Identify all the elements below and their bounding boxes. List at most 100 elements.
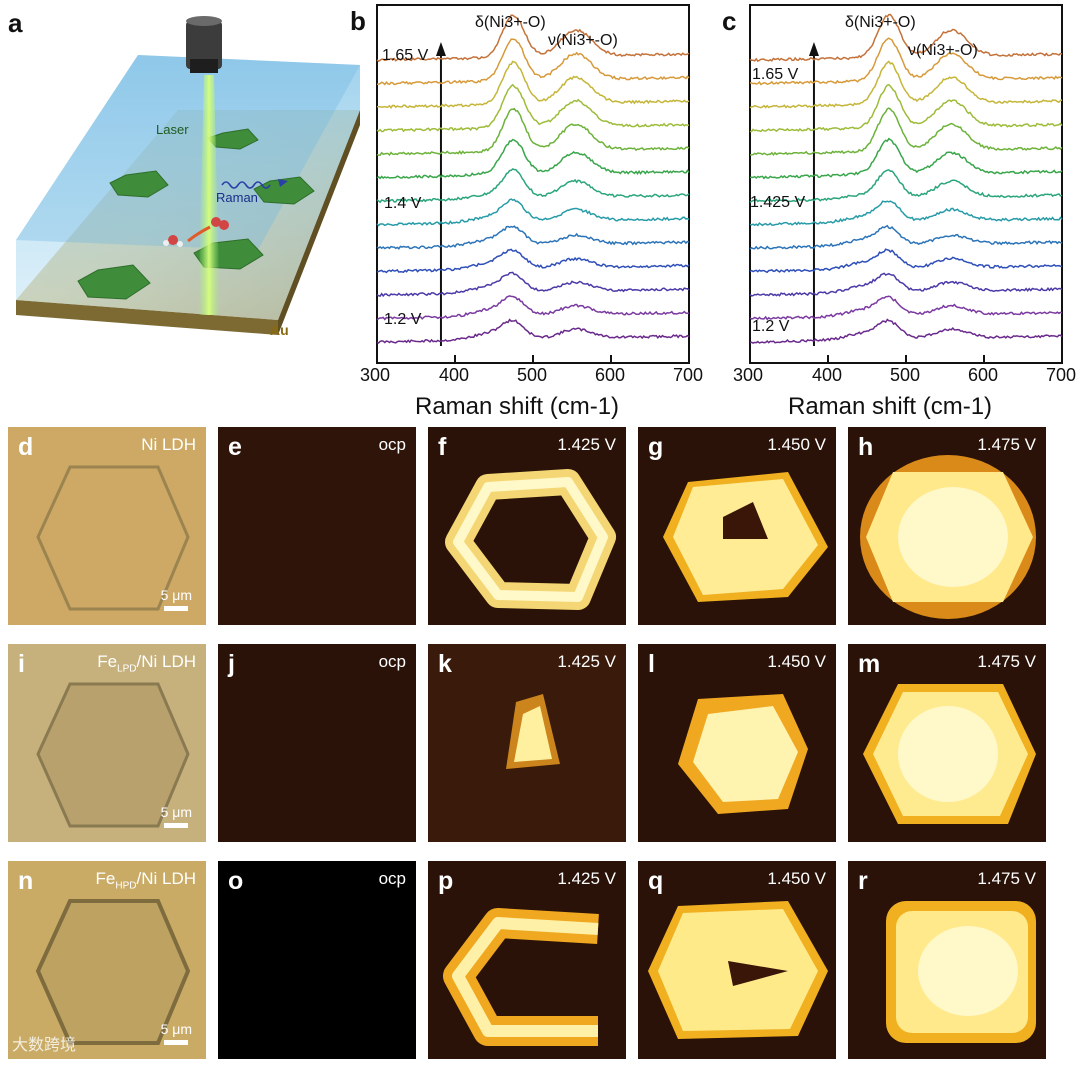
raman-map-q: q 1.450 V: [638, 861, 836, 1059]
panel-q-label: q: [648, 867, 664, 895]
panel-m-label: m: [858, 650, 881, 678]
sample-title-d: Ni LDH: [141, 435, 196, 454]
panel-f-label: f: [438, 433, 447, 461]
raman-map-e: e ocp: [218, 427, 416, 625]
potential-j: ocp: [378, 652, 406, 671]
peak1-text-b: δ(Ni3+-O): [475, 14, 546, 31]
scale-label-i: 5 μm: [160, 804, 192, 820]
spectrum-curve-4: [749, 248, 1063, 274]
spectrum-curve-6: [749, 200, 1063, 227]
tick-c-300: 300: [733, 365, 764, 385]
tick-b-600: 600: [595, 365, 626, 385]
spectrum-curve-9: [376, 107, 690, 157]
raman-map-f: f 1.425 V: [428, 427, 626, 625]
sample-title-n-sub: HPD: [115, 880, 137, 892]
panel-j-label: j: [228, 650, 235, 678]
voltage-top-b: 1.65 V: [382, 47, 429, 64]
panel-r-label: r: [858, 867, 868, 895]
potential-q: 1.450 V: [767, 869, 826, 888]
panel-e-label: e: [228, 433, 242, 461]
gold-substrate-edge: [16, 300, 278, 335]
spectrum-curve-9: [750, 107, 1063, 157]
panel-l-label: l: [648, 650, 655, 678]
spectrum-curve-5: [749, 224, 1063, 250]
spectrum-curve-3: [376, 271, 690, 298]
potential-h: 1.475 V: [977, 435, 1036, 454]
raman-map-g: g 1.450 V: [638, 427, 836, 625]
tick-c-400: 400: [812, 365, 843, 385]
voltage-mid-b: 1.4 V: [384, 195, 422, 212]
laser-label: Laser: [156, 122, 189, 137]
spectrum-curve-13: [749, 13, 1063, 63]
potential-arrowhead: [435, 42, 446, 56]
spectrum-curve-1: [376, 318, 690, 344]
electrolyte-water: [16, 55, 360, 320]
spectra-plot-b: [376, 4, 690, 364]
spectrum-curve-7: [749, 169, 1063, 203]
spectrum-curve-3: [749, 272, 1063, 297]
spectrum-curve-4: [376, 248, 690, 274]
spectrum-curve-11: [749, 60, 1063, 109]
raman-map-h: h 1.475 V: [848, 427, 1046, 625]
potential-r: 1.475 V: [977, 869, 1036, 888]
potential-arrowhead: [808, 42, 819, 56]
sample-title-n-main: Fe: [95, 869, 116, 888]
spectrum-curve-5: [376, 225, 690, 250]
potential-m: 1.475 V: [977, 652, 1036, 671]
spectrum-curve-10: [749, 83, 1063, 133]
potential-f: 1.425 V: [557, 435, 616, 454]
scale-bar-d: [164, 606, 188, 611]
spectra-plot-c: [749, 4, 1063, 364]
tick-b-400: 400: [439, 365, 470, 385]
raman-map-l: l 1.450 V: [638, 644, 836, 842]
potential-o: ocp: [378, 869, 406, 888]
x-axis-title-b: Raman shift (cm-1): [415, 393, 620, 420]
panel-p-label: p: [438, 867, 454, 895]
potential-l: 1.450 V: [767, 652, 826, 671]
optical-image-fe-lpd: i FeLPD/Ni LDH 5 μm: [8, 644, 206, 842]
peak1-text-c: δ(Ni3+-O): [845, 14, 916, 31]
spectrum-curve-8: [749, 137, 1063, 180]
objective-lens: [186, 21, 222, 69]
spectrum-curve-8: [376, 138, 690, 180]
sample-title-i-sub: LPD: [117, 663, 137, 675]
spectrum-curve-1: [749, 318, 1063, 344]
voltage-bottom-c: 1.2 V: [752, 318, 790, 335]
peak1-label-c: δ(Ni3+-O): [845, 14, 916, 32]
sample-title-n: FeHPD/Ni LDH: [96, 869, 196, 891]
panel-g-label: g: [648, 433, 664, 461]
spectrum-curve-12: [376, 38, 690, 86]
raman-map-m: m 1.475 V: [848, 644, 1046, 842]
sample-title-i-main: Fe: [97, 652, 118, 671]
potential-k: 1.425 V: [557, 652, 616, 671]
panel-b-label: b: [350, 6, 366, 36]
spectrum-curve-12: [749, 37, 1063, 86]
scale-bar-n: [164, 1040, 188, 1045]
panel-a-label: a: [8, 8, 23, 38]
tick-c-500: 500: [890, 365, 921, 385]
voltage-mid-c: 1.425 V: [750, 194, 806, 211]
potential-e: ocp: [378, 435, 406, 454]
peak1-label-b: δ(Ni3+-O): [475, 14, 546, 32]
spectrum-curve-11: [376, 60, 690, 109]
peak2-label-c: ν(Ni3+-O): [908, 42, 978, 60]
potential-p: 1.425 V: [557, 869, 616, 888]
spectrum-curve-2: [376, 295, 690, 321]
voltage-bottom-b: 1.2 V: [384, 311, 422, 328]
tick-c-700: 700: [1046, 365, 1077, 385]
raman-map-p: p 1.425 V: [428, 861, 626, 1059]
optical-image-fe-hpd: n FeHPD/Ni LDH 5 μm 大数跨境: [8, 861, 206, 1059]
spectrum-curve-10: [376, 83, 690, 133]
tick-c-600: 600: [968, 365, 999, 385]
panel-h-label: h: [858, 433, 874, 461]
scale-bar-i: [164, 823, 188, 828]
au-label: Au: [270, 322, 289, 338]
sample-title-n-rest: /Ni LDH: [136, 869, 196, 888]
sample-title-i: FeLPD/Ni LDH: [97, 652, 196, 674]
tick-b-700: 700: [673, 365, 704, 385]
panel-k-label: k: [438, 650, 452, 678]
peak2-label-b: ν(Ni3+-O): [548, 32, 618, 50]
laser-beam: [198, 75, 220, 315]
panel-c-label: c: [722, 6, 737, 36]
scale-label-n: 5 μm: [160, 1021, 192, 1037]
